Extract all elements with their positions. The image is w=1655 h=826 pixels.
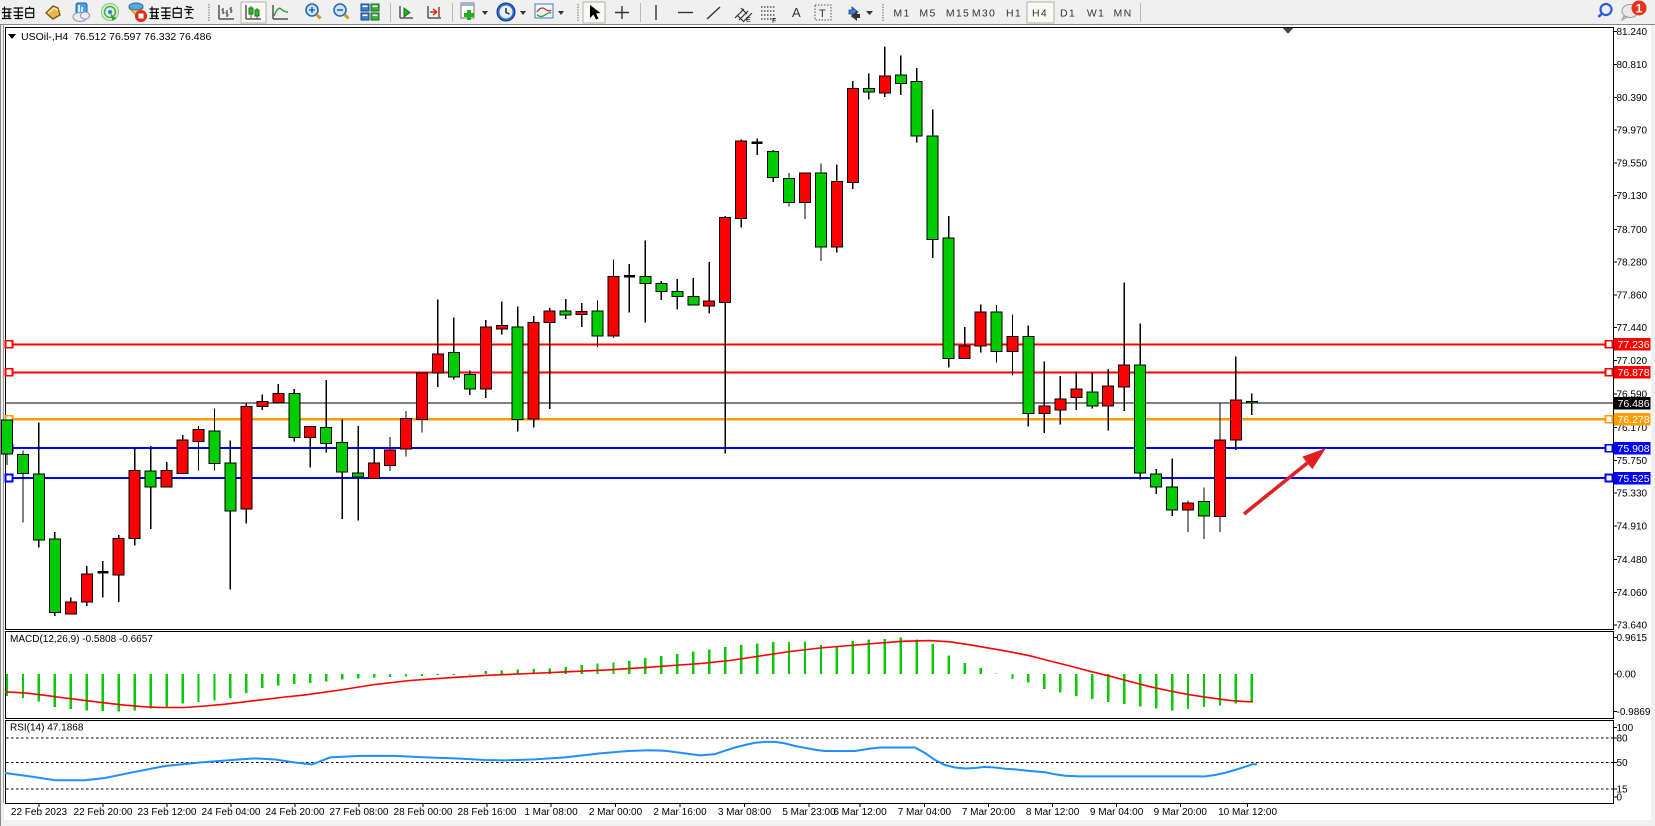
svg-text:78.700: 78.700	[1617, 225, 1648, 236]
svg-text:1 Mar 08:00: 1 Mar 08:00	[524, 807, 578, 818]
svg-text:8 Mar 12:00: 8 Mar 12:00	[1026, 807, 1080, 818]
svg-text:H4: H4	[1032, 8, 1048, 20]
svg-text:A: A	[792, 5, 801, 20]
svg-text:74.480: 74.480	[1617, 555, 1648, 566]
svg-text:0.9615: 0.9615	[1617, 633, 1648, 644]
svg-text:M30: M30	[972, 8, 996, 20]
svg-text:24 Feb 04:00: 24 Feb 04:00	[202, 807, 261, 818]
svg-text:77.020: 77.020	[1617, 356, 1648, 367]
svg-text:2 Mar 00:00: 2 Mar 00:00	[589, 807, 643, 818]
svg-text:5 Mar 23:00: 5 Mar 23:00	[782, 807, 836, 818]
svg-text:76.278: 76.278	[1618, 414, 1650, 426]
svg-text:H1: H1	[1006, 8, 1022, 20]
svg-text:22 Feb 20:00: 22 Feb 20:00	[74, 807, 133, 818]
svg-text:80: 80	[1617, 734, 1629, 745]
svg-text:28 Feb 16:00: 28 Feb 16:00	[458, 807, 517, 818]
svg-text:79.130: 79.130	[1617, 191, 1648, 202]
svg-text:24 Feb 20:00: 24 Feb 20:00	[266, 807, 325, 818]
svg-text:80.810: 80.810	[1617, 60, 1648, 71]
svg-text:74.060: 74.060	[1617, 588, 1648, 599]
svg-text:1: 1	[1636, 2, 1643, 16]
svg-text:75.750: 75.750	[1617, 456, 1648, 467]
svg-text:77.236: 77.236	[1618, 339, 1650, 351]
svg-text:77.440: 77.440	[1617, 323, 1648, 334]
svg-text:28 Feb 00:00: 28 Feb 00:00	[394, 807, 453, 818]
svg-text:23 Feb 12:00: 23 Feb 12:00	[138, 807, 197, 818]
svg-text:75.525: 75.525	[1618, 473, 1650, 485]
svg-text:76.486: 76.486	[1618, 398, 1650, 410]
svg-text:80.390: 80.390	[1617, 93, 1648, 104]
svg-text:MACD(12,26,9) -0.5808 -0.6657: MACD(12,26,9) -0.5808 -0.6657	[10, 634, 153, 645]
svg-text:9 Mar 04:00: 9 Mar 04:00	[1090, 807, 1144, 818]
svg-text:9 Mar 20:00: 9 Mar 20:00	[1154, 807, 1208, 818]
svg-text:10 Mar 12:00: 10 Mar 12:00	[1218, 807, 1277, 818]
svg-text:22 Feb 2023: 22 Feb 2023	[11, 807, 68, 818]
svg-text:76.878: 76.878	[1618, 367, 1650, 379]
svg-text:81.240: 81.240	[1617, 27, 1648, 38]
svg-text:M1: M1	[893, 8, 910, 20]
svg-text:79.970: 79.970	[1617, 126, 1648, 137]
svg-text:3 Mar 08:00: 3 Mar 08:00	[718, 807, 772, 818]
svg-text:7 Mar 04:00: 7 Mar 04:00	[898, 807, 952, 818]
svg-text:M15: M15	[946, 8, 970, 20]
svg-text:15: 15	[1617, 784, 1629, 795]
svg-text:W1: W1	[1087, 8, 1105, 20]
svg-text:100: 100	[1617, 723, 1634, 734]
svg-text:75.330: 75.330	[1617, 489, 1648, 500]
svg-text:0: 0	[1617, 793, 1623, 804]
svg-text:73.640: 73.640	[1617, 621, 1648, 632]
svg-text:50: 50	[1617, 758, 1629, 769]
svg-text:RSI(14) 47.1868: RSI(14) 47.1868	[10, 723, 84, 734]
svg-text:2 Mar 16:00: 2 Mar 16:00	[653, 807, 707, 818]
svg-text:74.910: 74.910	[1617, 522, 1648, 533]
svg-text:75.908: 75.908	[1618, 443, 1650, 455]
svg-text:77.860: 77.860	[1617, 290, 1648, 301]
svg-text:76.590: 76.590	[1617, 390, 1648, 401]
svg-text:D1: D1	[1060, 8, 1076, 20]
svg-text:E: E	[746, 17, 751, 24]
svg-text:-0.9869: -0.9869	[1617, 707, 1651, 718]
svg-text:76.170: 76.170	[1617, 423, 1648, 434]
svg-text:F: F	[772, 18, 776, 25]
svg-text:27 Feb 08:00: 27 Feb 08:00	[330, 807, 389, 818]
svg-text:7 Mar 20:00: 7 Mar 20:00	[962, 807, 1016, 818]
svg-text:MN: MN	[1114, 8, 1133, 20]
svg-text:M5: M5	[919, 8, 936, 20]
svg-text:USOil-,H4 76.512 76.597 76.33: USOil-,H4 76.512 76.597 76.332 76.486	[21, 31, 211, 43]
svg-text:6 Mar 12:00: 6 Mar 12:00	[833, 807, 887, 818]
svg-text:78.280: 78.280	[1617, 258, 1648, 269]
svg-text:79.550: 79.550	[1617, 158, 1648, 169]
svg-text:0.00: 0.00	[1617, 670, 1637, 681]
svg-text:T: T	[819, 8, 826, 20]
